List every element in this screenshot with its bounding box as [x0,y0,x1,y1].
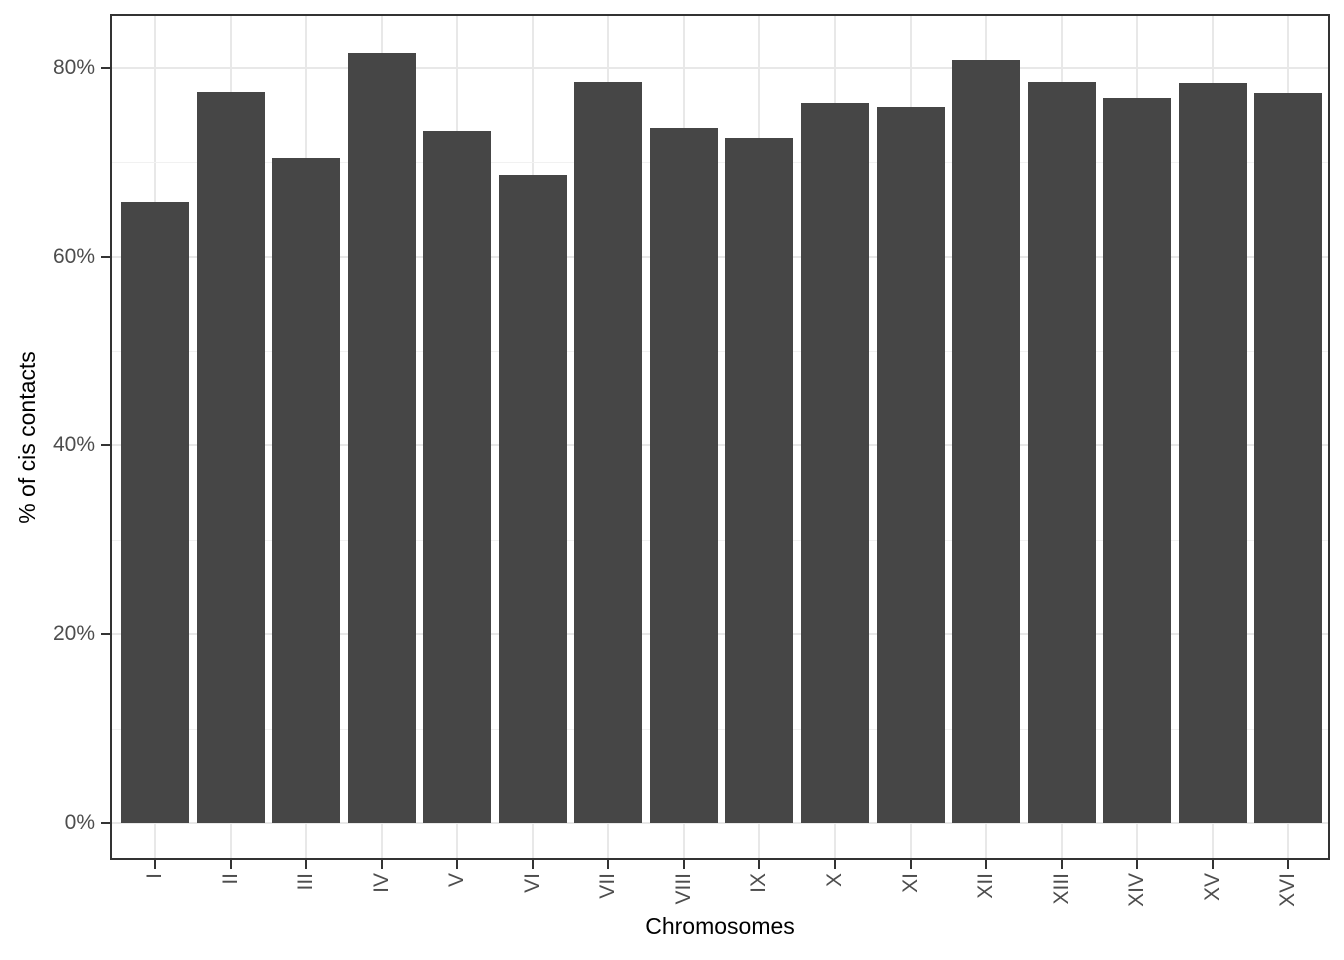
y-tick-20 [101,633,110,636]
x-tick-vi [531,860,534,869]
x-tick-x [833,860,836,869]
gridline-minor-y50 [112,351,1328,352]
gridline-y0 [112,822,1328,824]
x-tick-xiv [1136,860,1139,869]
y-tick-label-40: 40% [52,433,95,457]
x-tick-label-text: IX [747,873,771,893]
x-tick-xiii [1060,860,1063,869]
x-tick-iv [380,860,383,869]
x-tick-label-text: V [445,873,469,888]
x-tick-label-text: XIII [1049,873,1073,905]
x-tick-label-text: XIV [1125,873,1149,907]
x-tick-vii [607,860,610,869]
bar-i [121,201,189,823]
bar-xv [1178,82,1247,823]
gridline-y40 [112,444,1328,447]
bar-iii [272,158,341,823]
y-axis-title-text: % of cis contacts [13,350,40,524]
gridline-minor-y70 [112,162,1328,164]
bars-layer [112,16,1328,858]
bar-x [800,102,869,823]
x-tick-label-text: X [822,873,846,888]
x-tick-label-text: XI [898,873,922,893]
y-tick-label-60: 60% [52,244,95,268]
x-tick-label-text: III [294,873,318,891]
bar-vii [574,81,643,823]
bar-ii [196,92,265,823]
x-tick-label-text: IV [369,873,393,893]
bar-xiii [1027,81,1096,823]
x-tick-xvi [1287,860,1290,869]
bar-vi [498,175,567,823]
gridline-y60 [112,255,1328,258]
gridline-minor-y10 [112,728,1328,730]
y-tick-label-80: 80% [52,55,95,79]
gridline-y20 [112,633,1328,636]
bar-iv [347,52,416,823]
bar-xi [876,107,945,823]
y-tick-80 [101,66,110,69]
x-tick-iii [305,860,308,869]
y-tick-40 [101,444,110,447]
x-tick-i [154,860,156,869]
x-tick-label-text: VIII [671,873,695,905]
gridline-minor-y30 [112,539,1328,541]
gridline-y80 [112,66,1328,69]
bar-ix [725,137,794,823]
x-tick-xii [985,860,988,869]
x-tick-xi [909,860,912,869]
x-tick-label-text: II [218,873,242,885]
bar-xvi [1254,93,1323,823]
y-tick-0 [101,822,110,824]
x-tick-label-text: VI [520,873,544,893]
y-tick-label-20: 20% [52,622,95,646]
x-tick-label-text: VII [596,873,620,899]
x-tick-viii [682,860,685,869]
x-tick-xv [1211,860,1214,869]
plot-panel [110,14,1330,860]
x-tick-label-text: XII [974,873,998,899]
x-axis-title-text: Chromosomes [645,913,795,939]
x-tick-ix [758,860,761,869]
x-axis-title: Chromosomes [112,913,1328,940]
bar-xiv [1103,98,1172,823]
x-tick-label-text: XVI [1276,873,1300,907]
x-tick-ii [229,860,232,869]
y-tick-60 [101,255,110,258]
x-tick-v [456,860,459,869]
x-tick-label-text: I [143,873,166,879]
bar-xii [952,60,1021,823]
y-tick-label-0: 0% [64,811,95,834]
y-axis-title: % of cis contacts [13,16,41,858]
bar-viii [649,128,718,823]
x-tick-label-text: XV [1200,873,1224,902]
bar-v [423,131,492,823]
